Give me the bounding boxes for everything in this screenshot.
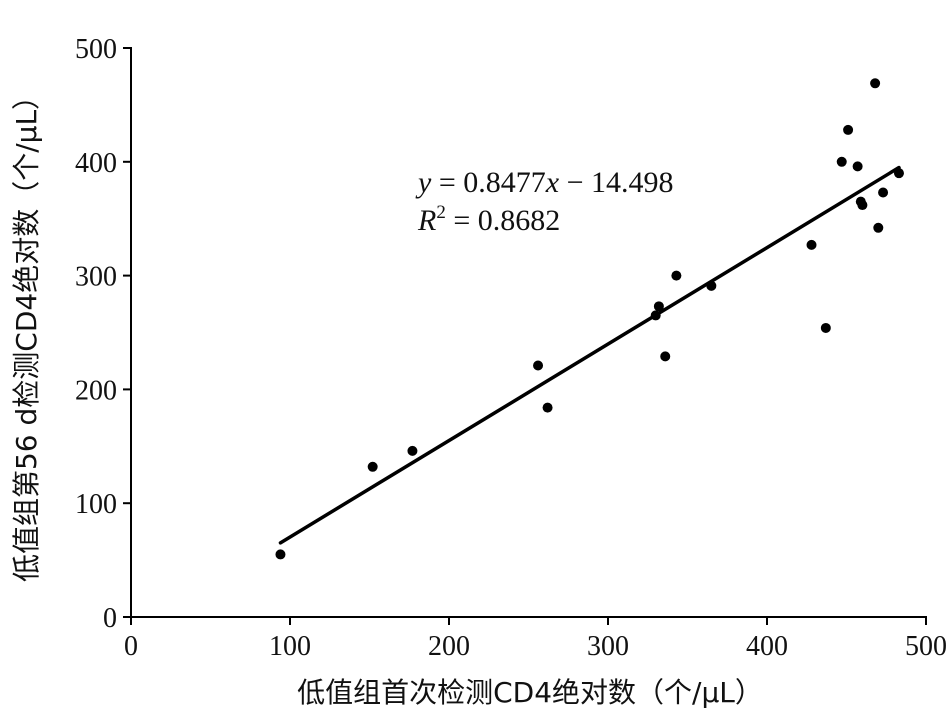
scatter-point <box>653 301 664 312</box>
axes <box>130 47 927 618</box>
x-tick-label: 100 <box>269 631 311 662</box>
y-tick-label: 100 <box>75 489 117 520</box>
regression-equation: y = 0.8477x − 14.498 <box>415 166 674 199</box>
x-tick-label: 0 <box>124 631 138 662</box>
x-axis-ticks: 0 100 200 300 400 500 <box>124 617 946 662</box>
scatter-point <box>820 322 831 333</box>
scatter-point <box>806 239 817 250</box>
y-axis-ticks: 0 100 200 300 400 500 <box>75 34 131 634</box>
eq-rest: = 0.8477 <box>431 166 545 199</box>
scatter-point <box>660 351 671 362</box>
x-tick-label: 400 <box>746 631 788 662</box>
scatter-point <box>873 222 884 233</box>
eq-y-var: y <box>415 166 432 199</box>
scatter-point <box>857 200 868 211</box>
scatter-point <box>650 310 661 321</box>
eq-tail: − 14.498 <box>559 166 673 199</box>
scatter-point <box>843 124 854 135</box>
r-var: R <box>417 204 436 237</box>
y-tick-label: 500 <box>75 34 117 65</box>
x-axis-title: 低值组首次检测CD4绝对数（个/μL） <box>297 676 763 709</box>
scatter-point <box>852 161 863 172</box>
scatter-point <box>407 445 418 456</box>
scatter-point <box>367 461 378 472</box>
y-axis-title: 低值组第56 d检测CD4绝对数（个/μL） <box>10 82 43 582</box>
scatter-point <box>836 156 847 167</box>
scatter-point <box>706 280 717 291</box>
scatter-point <box>671 270 682 281</box>
scatter-point <box>275 549 286 560</box>
r-sup: 2 <box>436 202 446 223</box>
x-tick-label: 500 <box>905 631 946 662</box>
trendline <box>278 165 901 545</box>
data-points <box>275 78 904 560</box>
x-tick-label: 300 <box>587 631 629 662</box>
y-tick-label: 300 <box>75 262 117 293</box>
y-tick-label: 0 <box>103 603 117 634</box>
scatter-point <box>893 168 904 179</box>
y-tick-label: 200 <box>75 375 117 406</box>
y-tick-label: 400 <box>75 148 117 179</box>
x-tick-label: 200 <box>428 631 470 662</box>
r-rest: = 0.8682 <box>446 204 560 237</box>
scatter-point <box>533 360 544 371</box>
trendline-group <box>278 165 901 545</box>
r-squared: R2 = 0.8682 <box>417 202 560 237</box>
scatter-point <box>870 78 881 89</box>
scatter-point <box>878 187 889 198</box>
eq-x-var: x <box>545 166 560 199</box>
scatter-point <box>542 402 553 413</box>
